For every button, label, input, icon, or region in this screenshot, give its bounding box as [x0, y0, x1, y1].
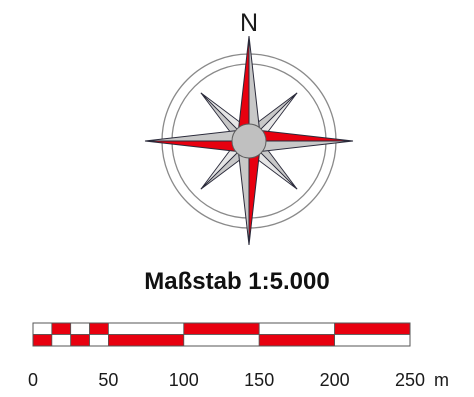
scale-segment-top — [90, 323, 109, 335]
scale-segment-top — [335, 323, 410, 335]
scale-tick-label: 100 — [169, 370, 199, 390]
scale-segment-top — [71, 323, 90, 335]
scale-tick-label: 150 — [244, 370, 274, 390]
scale-segment-bottom — [33, 335, 52, 347]
north-label: N — [240, 9, 258, 37]
scale-segment-bottom — [259, 335, 334, 347]
scale-tick-label: 0 — [28, 370, 38, 390]
scale-tick-label: 50 — [98, 370, 118, 390]
scale-bar-tick-labels: 0 50 100 150 200 250 — [28, 370, 425, 390]
scale-segment-top — [184, 323, 259, 335]
compass-rose: N — [145, 9, 353, 245]
scale-segment-bottom — [52, 335, 71, 347]
compass-center-disc — [232, 124, 266, 158]
scale-segment-bottom — [90, 335, 109, 347]
scale-segment-top — [33, 323, 52, 335]
scale-tick-label: 250 — [395, 370, 425, 390]
scale-segment-top — [52, 323, 71, 335]
scale-segment-bottom — [71, 335, 90, 347]
scale-title: Maßstab 1:5.000 — [144, 268, 329, 295]
scale-tick-label: 200 — [320, 370, 350, 390]
scale-segment-bottom — [184, 335, 259, 347]
scale-segment-bottom — [335, 335, 410, 347]
scale-unit-label: m — [434, 370, 449, 390]
scale-segment-top — [259, 323, 334, 335]
scale-bar — [33, 323, 410, 346]
scale-segment-bottom — [108, 335, 183, 347]
scale-segment-top — [108, 323, 183, 335]
